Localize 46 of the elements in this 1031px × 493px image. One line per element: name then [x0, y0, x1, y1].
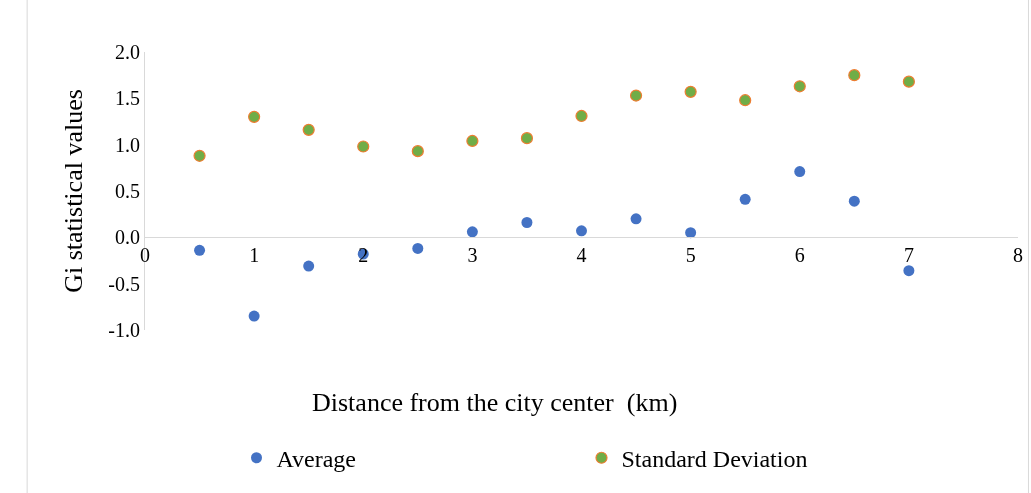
point: [194, 244, 206, 256]
point: [248, 310, 260, 322]
point: [357, 140, 370, 153]
point: [739, 94, 752, 107]
y-tick-label: 2.0: [115, 41, 140, 63]
legend-label: Average: [276, 446, 356, 473]
point: [466, 134, 479, 148]
point: [793, 80, 806, 93]
y-tick-label: -1.0: [108, 319, 140, 341]
y-tick-label: 0.0: [115, 226, 140, 249]
point: [412, 242, 424, 254]
point: [902, 75, 915, 88]
point: [739, 193, 751, 205]
point: [521, 217, 533, 229]
x-tick-label: 4: [576, 244, 587, 267]
legend-label: Standard Deviation: [621, 446, 808, 473]
x-tick-label: 1: [249, 244, 260, 267]
point: [303, 260, 315, 272]
x-axis-title: Distance from the city center (km): [312, 388, 678, 417]
point: [193, 149, 206, 162]
point: [684, 85, 697, 98]
y-axis-title: Gi statistical values: [58, 89, 88, 293]
x-tick-label: 3: [467, 244, 478, 267]
point: [848, 69, 861, 82]
y-tick-label: -0.5: [108, 272, 140, 295]
point: [685, 227, 697, 239]
point: [520, 132, 534, 145]
x-tick-label: 8: [1013, 244, 1023, 267]
point: [466, 226, 478, 238]
x-tick-label: 6: [794, 244, 805, 267]
point: [794, 166, 806, 178]
point: [576, 225, 587, 237]
point: [575, 109, 588, 123]
point: [302, 123, 315, 136]
x-tick-label: 7: [903, 244, 914, 267]
x-tick-label: 0: [140, 244, 150, 267]
point: [411, 145, 424, 158]
y-tick-label: 0.5: [115, 180, 140, 202]
y-tick-label: 1.5: [115, 87, 140, 110]
y-tick-label: 1.0: [115, 133, 140, 156]
point: [629, 89, 643, 102]
point: [848, 195, 860, 207]
point: [248, 110, 261, 123]
point: [630, 213, 642, 225]
x-tick-label: 5: [685, 244, 696, 267]
point: [903, 265, 915, 277]
